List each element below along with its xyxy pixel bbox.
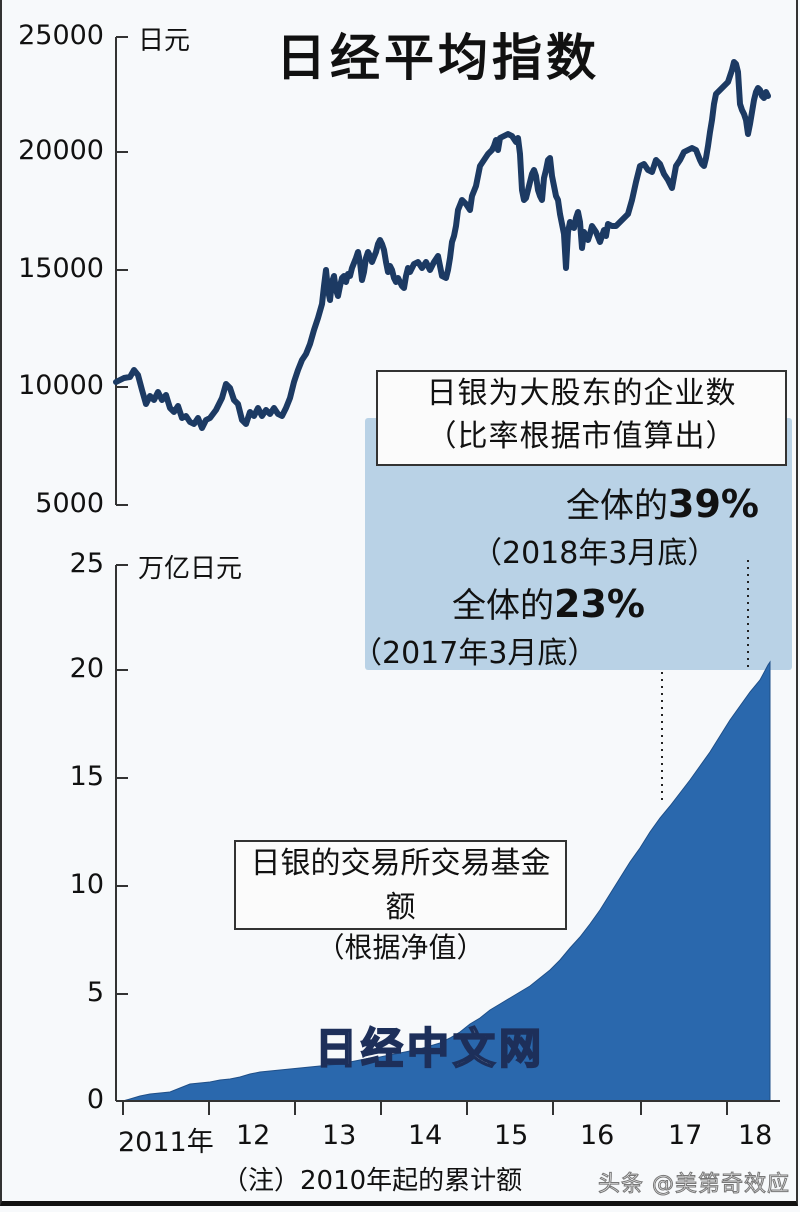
top-ytick: 10000 (18, 370, 104, 401)
xtick: 13 (322, 1120, 357, 1151)
pct-2017-prefix: 全体的 (452, 586, 554, 626)
etf-label-box: 日银的交易所交易基金额 （根据净值） (234, 840, 567, 964)
footnote: （注）2010年起的累计额 (222, 1166, 523, 1196)
xtick: 14 (408, 1120, 443, 1151)
bottom-y-unit: 万亿日元 (138, 554, 243, 584)
pct-2017-value: 23% (554, 582, 645, 626)
xtick: 12 (236, 1120, 271, 1151)
pct-2017: 全体的23% (452, 578, 645, 627)
shareholder-label-title: 日银为大股东的企业数 (426, 376, 737, 411)
nikkei-line (113, 59, 771, 431)
xtick: 15 (494, 1120, 529, 1151)
pct-2018-prefix: 全体的 (566, 486, 668, 526)
bottom-ytick: 0 (86, 1084, 104, 1115)
bottom-ytick: 15 (69, 761, 104, 792)
bottom-y-axis (115, 564, 128, 1101)
bottom-ytick: 5 (86, 977, 104, 1008)
date-2017: （2017年3月底） (352, 636, 598, 671)
xtick: 18 (738, 1120, 773, 1151)
watermark-logo: 日经中文网 (314, 1023, 546, 1074)
source-credit: 头条 @美第奇效应 (598, 1172, 790, 1198)
etf-label-subtitle: （根据净值） (316, 931, 485, 964)
pct-2018-value: 39% (668, 482, 759, 526)
shareholder-label-box: 日银为大股东的企业数 （比率根据市值算出） (376, 370, 787, 466)
top-ytick: 5000 (35, 488, 104, 519)
x-axis (116, 1100, 780, 1115)
date-2018: （2018年3月底） (472, 536, 718, 571)
etf-label-title: 日银的交易所交易基金额 (250, 846, 551, 925)
top-y-axis (115, 36, 128, 506)
top-ytick: 20000 (18, 135, 104, 166)
top-ytick: 15000 (18, 253, 104, 284)
xtick: 16 (580, 1120, 615, 1151)
top-y-unit: 日元 (138, 26, 191, 56)
top-ytick: 25000 (18, 20, 104, 51)
pct-2018: 全体的39% (566, 478, 759, 527)
bottom-ytick: 10 (69, 869, 104, 900)
etf-area (122, 660, 771, 1102)
shareholder-label-subtitle: （比率根据市值算出） (426, 419, 737, 454)
page-title: 日经平均指数 (276, 29, 600, 87)
xtick: 2011年 (118, 1127, 214, 1158)
bottom-ytick: 25 (69, 548, 104, 579)
xtick: 17 (668, 1120, 703, 1151)
bottom-ytick: 20 (69, 653, 104, 684)
